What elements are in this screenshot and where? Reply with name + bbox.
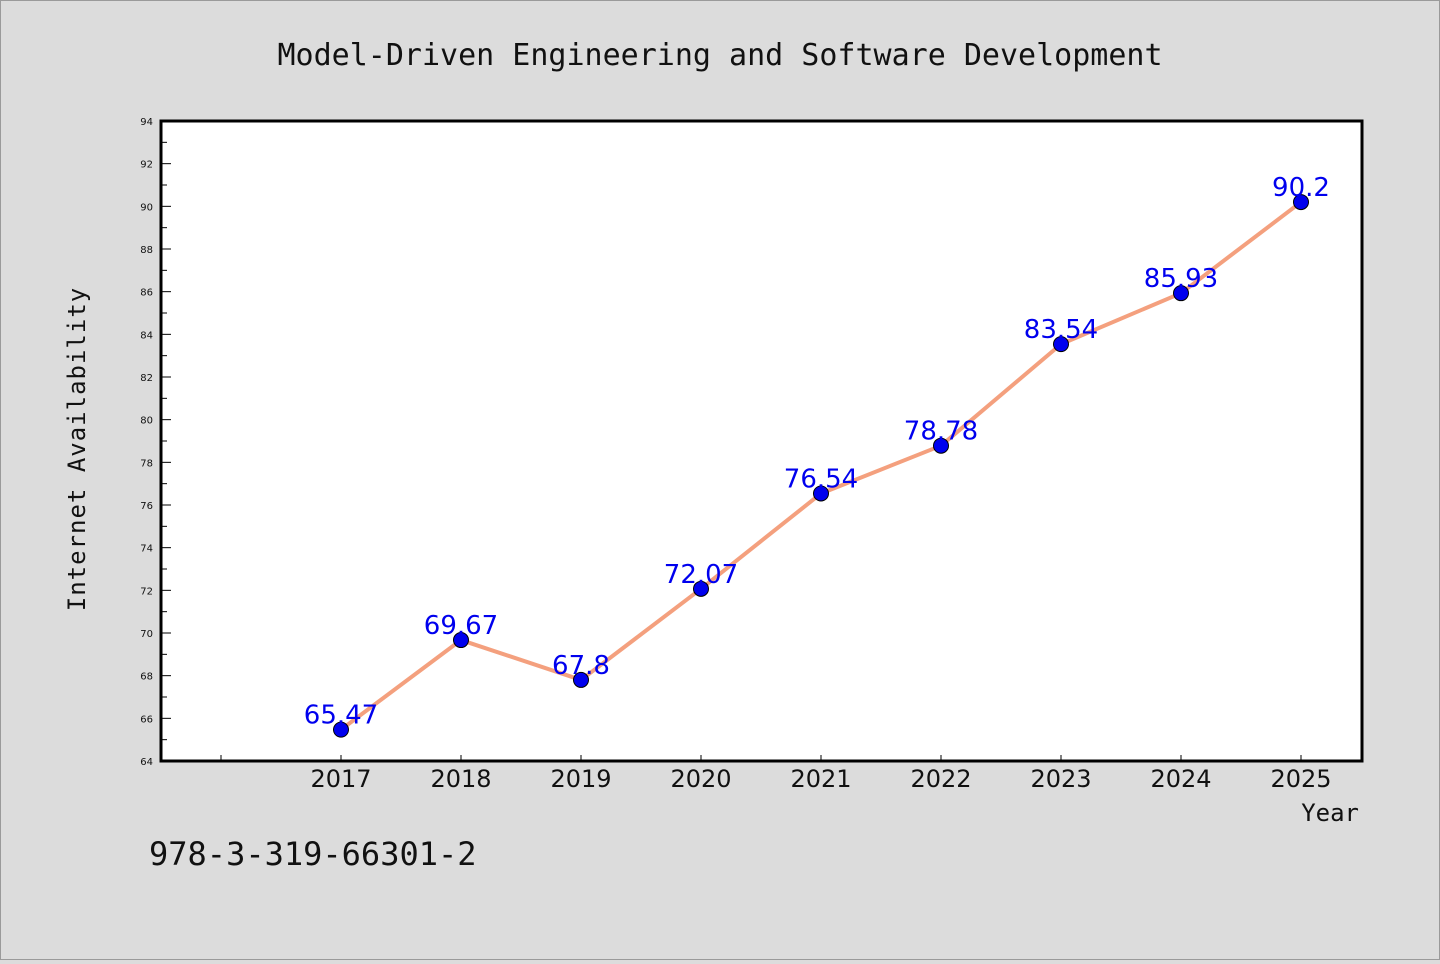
x-axis: 2017 2018 2019 2020 2021 2022 2023 2024 2025 — [220, 755, 1332, 793]
data-label: 69.67 — [424, 611, 498, 641]
data-point — [813, 485, 829, 502]
data-label: 76.54 — [784, 464, 858, 494]
x-tick-label: 2022 — [910, 765, 971, 793]
data-label: 83.54 — [1024, 315, 1098, 345]
data-label: 65.47 — [304, 701, 378, 731]
data-label: 90.2 — [1272, 173, 1330, 203]
y-tick-label: 68 — [140, 672, 153, 683]
x-tick-label: 2024 — [1150, 765, 1211, 793]
y-tick-label: 92 — [140, 160, 153, 171]
y-tick-label: 78 — [140, 458, 153, 469]
y-axis-label: Internet Availability — [63, 287, 91, 611]
data-label-layer: 65.47 69.67 67.8 72.07 76.54 78.78 83.54 85.93 9… — [304, 173, 1330, 731]
data-point — [453, 632, 469, 649]
y-axis: 64 66 68 70 72 74 76 78 80 82 84 86 88 90 92 94 — [140, 117, 171, 768]
data-point — [1293, 194, 1309, 211]
y-tick-label: 70 — [140, 629, 153, 640]
y-tick-label: 64 — [140, 757, 153, 768]
y-tick-label: 84 — [140, 330, 153, 341]
y-tick-label: 88 — [140, 245, 153, 256]
data-point — [1053, 336, 1069, 353]
data-point — [693, 580, 709, 597]
x-axis-label: Year — [1301, 799, 1359, 827]
x-tick-label: 2018 — [430, 765, 491, 793]
x-tick-label: 2020 — [670, 765, 731, 793]
footnote-text: 978-3-319-66301-2 — [149, 835, 477, 873]
y-tick-label: 80 — [140, 416, 153, 427]
data-label: 67.8 — [552, 651, 610, 681]
y-tick-label: 94 — [140, 117, 153, 128]
y-tick-label: 72 — [140, 586, 153, 597]
y-tick-label: 90 — [140, 202, 153, 213]
data-point — [933, 437, 949, 454]
y-tick-label: 74 — [140, 544, 153, 555]
y-tick-label: 82 — [140, 373, 153, 384]
data-point — [573, 671, 589, 688]
data-label: 72.07 — [664, 560, 738, 590]
y-tick-label: 66 — [140, 714, 153, 725]
data-point — [333, 721, 349, 738]
data-label: 85.93 — [1144, 264, 1218, 294]
y-tick-label: 76 — [140, 501, 153, 512]
x-tick-label: 2017 — [310, 765, 371, 793]
plot-area — [159, 119, 1364, 763]
x-tick-label: 2021 — [790, 765, 851, 793]
series-layer — [333, 194, 1309, 738]
chart-title: Model-Driven Engineering and Software De… — [277, 38, 1162, 73]
x-tick-label: 2019 — [550, 765, 611, 793]
data-label: 78.78 — [904, 417, 978, 447]
x-tick-label: 2023 — [1030, 765, 1091, 793]
x-tick-label: 2025 — [1270, 765, 1331, 793]
y-tick-label: 86 — [140, 288, 153, 299]
data-point — [1173, 285, 1189, 302]
